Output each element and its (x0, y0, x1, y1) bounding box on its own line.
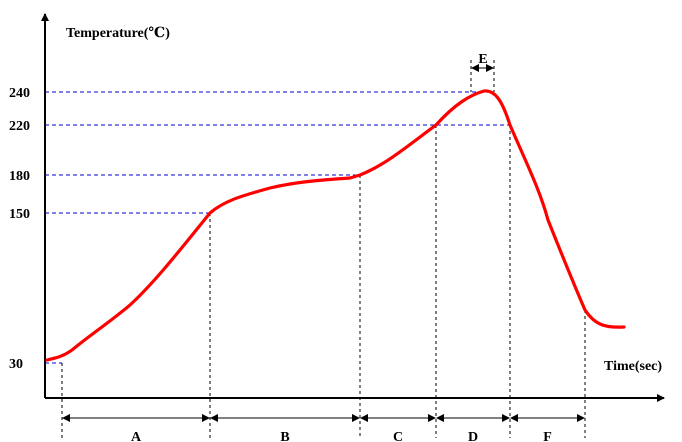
temperature-curve (45, 89, 626, 362)
curve-layer (45, 89, 626, 362)
segment-label-C: C (393, 430, 403, 442)
segment-label-B: B (280, 430, 289, 442)
y-tick-label: 180 (9, 169, 30, 184)
y-tick-label: 220 (9, 119, 30, 134)
segment-label-F: F (543, 430, 552, 442)
y-tick-label: 150 (9, 207, 30, 222)
y-tick-label: 240 (9, 86, 30, 101)
y-axis-label: Temperature(℃) (66, 26, 170, 41)
segment-label-A: A (131, 430, 142, 442)
segment-label-D: D (468, 430, 478, 442)
segment-label-E: E (478, 52, 487, 67)
y-tick-label: 30 (9, 357, 23, 372)
phase-segments: A B C D F E (62, 52, 585, 442)
y-tick-labels: 240 220 180 150 30 (9, 86, 30, 372)
guide-lines (45, 60, 586, 438)
x-axis-label: Time(sec) (604, 359, 662, 374)
